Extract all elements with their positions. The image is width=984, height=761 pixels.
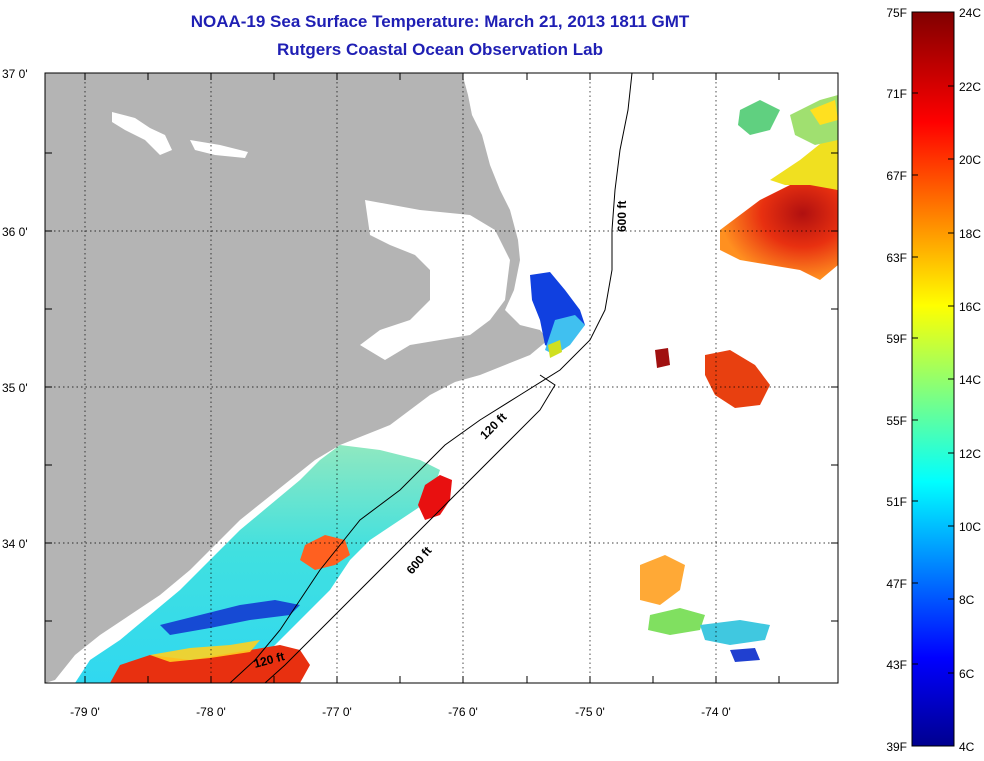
lat-label: 36 0' — [2, 225, 28, 239]
lat-label: 34 0' — [2, 537, 28, 551]
colorbar-f-label: 39F — [886, 740, 907, 754]
lon-label: -78 0' — [196, 705, 226, 719]
sst-cold-band — [160, 600, 300, 635]
contour-lines — [229, 72, 633, 684]
colorbar-c-label: 10C — [959, 520, 981, 534]
map-title: NOAA-19 Sea Surface Temperature: March 2… — [190, 12, 690, 31]
lon-label: -76 0' — [448, 705, 478, 719]
grid-lines — [45, 73, 838, 683]
lon-label: -77 0' — [322, 705, 352, 719]
colorbar-c-label: 22C — [959, 80, 981, 94]
colorbar — [911, 11, 955, 747]
colorbar-c-label: 4C — [959, 740, 975, 754]
colorbar-f-label: 47F — [886, 577, 907, 591]
map-subtitle: Rutgers Coastal Ocean Observation Lab — [277, 40, 603, 59]
colorbar-f-label: 71F — [886, 87, 907, 101]
colorbar-f-label: 51F — [886, 495, 907, 509]
colorbar-c-label: 20C — [959, 153, 981, 167]
axis-ticks — [45, 73, 838, 683]
colorbar-f-label: 63F — [886, 251, 907, 265]
colorbar-f-label: 67F — [886, 169, 907, 183]
colorbar-c-label: 24C — [959, 6, 981, 20]
map-frame — [44, 72, 839, 684]
lon-label: -75 0' — [575, 705, 605, 719]
colorbar-c-label: 14C — [959, 373, 981, 387]
colorbar-c-label: 16C — [959, 300, 981, 314]
lat-label: 35 0' — [2, 381, 28, 395]
sst-south-patch — [640, 555, 685, 605]
colorbar-ticks — [912, 85, 954, 674]
colorbar-c-label: 18C — [959, 227, 981, 241]
sst-warm-coastal — [300, 535, 350, 570]
contour-label-600-north: 600 ft — [615, 201, 629, 232]
colorbar-f-label: 59F — [886, 332, 907, 346]
colorbar-f-label: 55F — [886, 414, 907, 428]
lat-label: 37 0' — [2, 67, 28, 81]
inland-water — [360, 200, 510, 360]
sst-warm-eddy — [705, 350, 770, 408]
lon-label: -79 0' — [70, 705, 100, 719]
lon-label: -74 0' — [701, 705, 731, 719]
colorbar-c-label: 6C — [959, 667, 975, 681]
colorbar-f-label: 75F — [886, 6, 907, 20]
colorbar-c-label: 8C — [959, 593, 975, 607]
colorbar-f-label: 43F — [886, 658, 907, 672]
colorbar-c-label: 12C — [959, 447, 981, 461]
sst-gulf-stream — [720, 185, 838, 280]
